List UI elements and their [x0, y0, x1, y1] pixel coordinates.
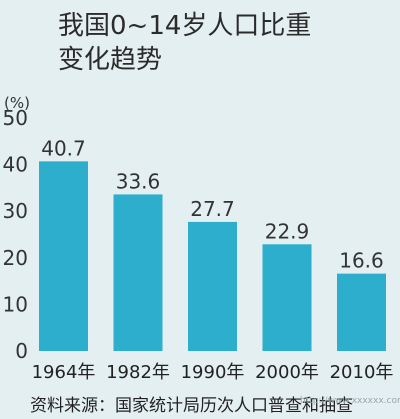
category-label-3: 2000年 — [255, 362, 319, 383]
bar-0 — [39, 161, 88, 351]
data-labels-group: 40.7 33.6 27.7 22.9 16.6 — [41, 136, 384, 272]
y-tick-label: 0 — [15, 339, 28, 363]
category-label-0: 1964年 — [32, 362, 96, 383]
category-label-1: 1982年 — [106, 362, 170, 383]
data-label-2: 27.7 — [190, 197, 235, 221]
y-tick-label: 50 — [3, 106, 28, 130]
y-tick-label: 20 — [3, 246, 28, 270]
y-tick-label: 10 — [3, 292, 28, 316]
y-tick-label: 30 — [3, 199, 28, 223]
bar-2 — [188, 221, 237, 351]
category-label-2: 1990年 — [181, 362, 245, 383]
data-label-0: 40.7 — [41, 136, 86, 160]
bars-group — [39, 161, 386, 351]
y-axis-unit: (%) — [4, 94, 30, 112]
data-label-1: 33.6 — [116, 169, 161, 193]
source-note: 资料来源：国家统计局历次人口普查和抽查 — [30, 396, 353, 416]
x-axis-categories: 1964年 1982年 1990年 2000年 2010年 — [32, 362, 394, 383]
chart-title-line-1: 我国0~14岁人口比重 — [58, 11, 311, 41]
y-axis-ticks: 0 10 20 30 40 50 — [3, 106, 28, 363]
bar-3 — [262, 244, 312, 351]
chart-title-line-2: 变化趋势 — [58, 45, 162, 75]
data-label-4: 16.6 — [339, 249, 384, 273]
bar-4 — [337, 273, 386, 351]
bar-1 — [113, 194, 163, 351]
y-tick-label: 40 — [3, 153, 28, 177]
data-label-3: 22.9 — [265, 219, 310, 243]
category-label-4: 2010年 — [330, 362, 394, 383]
watermark: http://www.xxxxxx.com — [300, 396, 400, 406]
